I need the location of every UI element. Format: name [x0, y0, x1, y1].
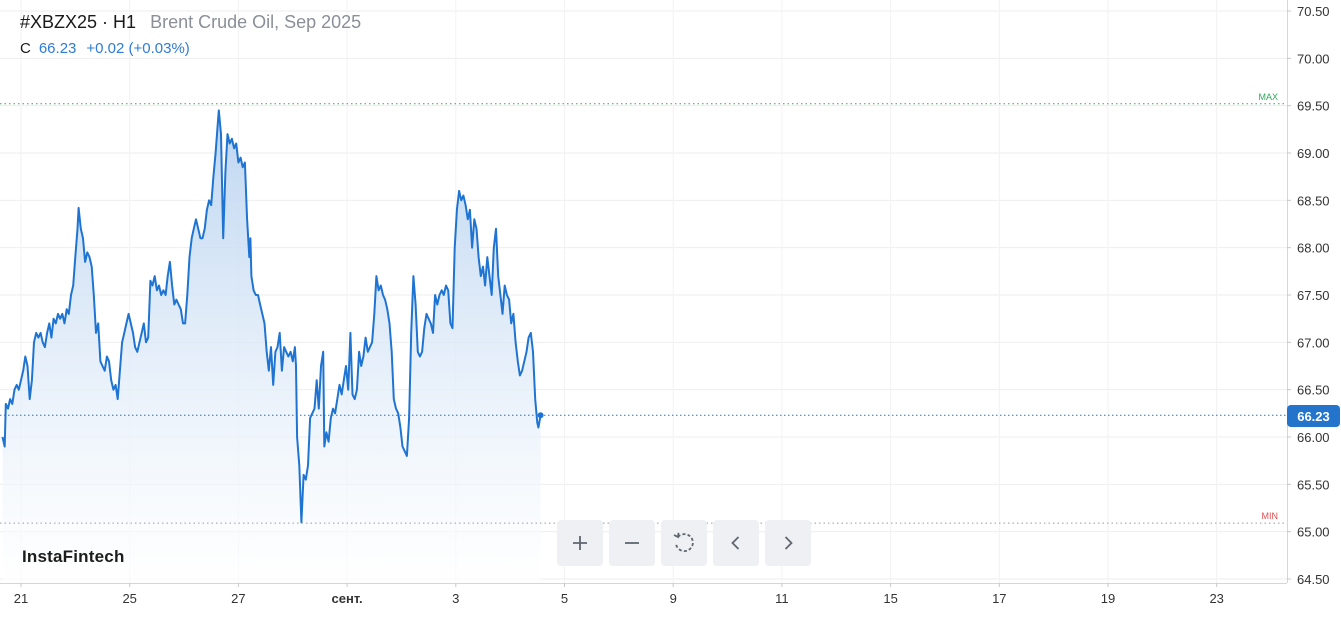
- y-tick-label: 68.50: [1297, 193, 1330, 208]
- quote-row: C 66.23 +0.02 (+0.03%): [20, 40, 361, 57]
- title-row: #XBZX25 · H1 Brent Crude Oil, Sep 2025: [20, 10, 361, 34]
- y-tick-label: 66.00: [1297, 430, 1330, 445]
- y-tick-label: 69.00: [1297, 146, 1330, 161]
- x-tick-label: 23: [1209, 591, 1223, 606]
- last-price-point: [537, 412, 544, 419]
- zoom-in-icon: [573, 536, 587, 550]
- y-tick-label: 64.50: [1297, 572, 1330, 587]
- y-axis-labels: 64.50 65.00 65.50 66.00 66.50 67.00 67.50 68.00…: [1287, 4, 1330, 587]
- zoom-in-button[interactable]: [557, 520, 603, 566]
- x-tick-label: 11: [775, 591, 789, 606]
- reset-icon: [673, 532, 694, 553]
- instrument-name: Brent Crude Oil, Sep 2025: [150, 12, 362, 32]
- y-tick-label: 65.00: [1297, 525, 1330, 540]
- y-tick-label: 67.50: [1297, 288, 1330, 303]
- x-tick-label: 19: [1101, 591, 1115, 606]
- y-tick-label: 68.00: [1297, 241, 1330, 256]
- y-tick-label: 66.50: [1297, 383, 1330, 398]
- chevron-right-icon: [784, 536, 793, 550]
- zoom-out-button[interactable]: [609, 520, 655, 566]
- max-label: MAX: [1258, 92, 1278, 102]
- brand-logo: InstaFintech: [22, 547, 125, 566]
- close-value: 66.23: [38, 40, 77, 57]
- y-tick-label: 67.00: [1297, 335, 1330, 350]
- y-tick-label: 70.50: [1297, 4, 1330, 19]
- price-line: [1, 109, 542, 524]
- symbol-label: #XBZX25 · H1: [20, 12, 137, 32]
- x-tick-label: 21: [14, 591, 28, 606]
- x-axis-labels: 21 25 27 сент. 3 5 9 11 15 17 19 23: [14, 583, 1224, 606]
- reset-zoom-button[interactable]: [661, 520, 707, 566]
- x-tick-label: 3: [452, 591, 459, 606]
- chevron-left-icon: [731, 536, 740, 550]
- close-label: C: [20, 40, 31, 57]
- chart-toolbar: [557, 520, 811, 566]
- scroll-forward-button[interactable]: [765, 520, 811, 566]
- y-tick-label: 69.50: [1297, 99, 1330, 114]
- change-value: +0.02 (+0.03%): [86, 40, 190, 57]
- price-area: [2, 110, 541, 584]
- y-tick-label: 70.00: [1297, 51, 1330, 66]
- x-tick-label: сент.: [332, 591, 363, 606]
- zoom-out-icon: [625, 542, 639, 544]
- x-tick-label: 9: [670, 591, 677, 606]
- y-tick-label: 65.50: [1297, 477, 1330, 492]
- min-label: MIN: [1262, 511, 1279, 521]
- current-price-tag: 66.23: [1287, 405, 1340, 427]
- x-tick-label: 27: [231, 591, 245, 606]
- x-tick-label: 17: [992, 591, 1006, 606]
- x-tick-label: 25: [122, 591, 136, 606]
- x-tick-label: 5: [561, 591, 568, 606]
- scroll-back-button[interactable]: [713, 520, 759, 566]
- x-tick-label: 15: [883, 591, 897, 606]
